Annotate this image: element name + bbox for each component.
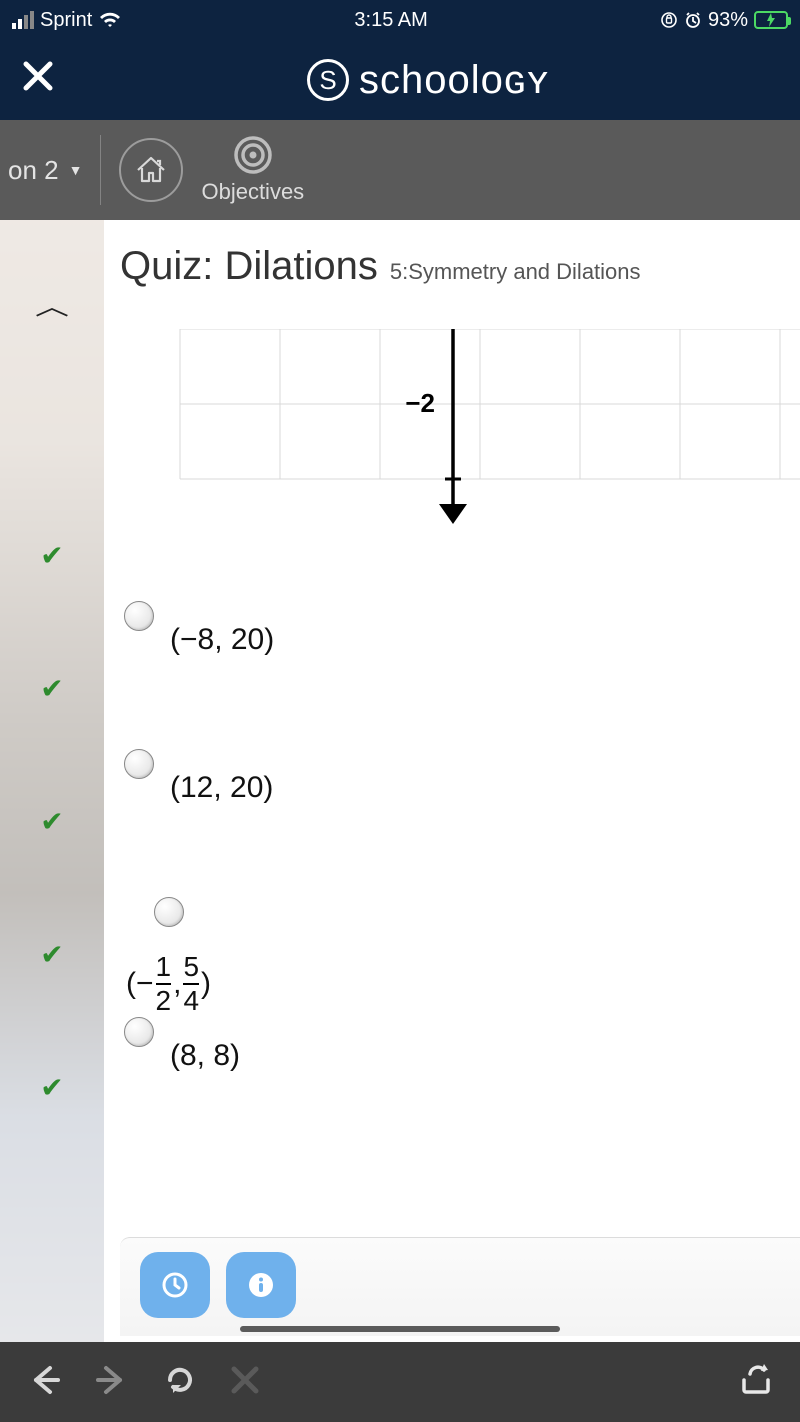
answer-option[interactable]: (12, 20) — [124, 747, 800, 805]
quiz-subtitle: 5:Symmetry and Dilations — [390, 259, 641, 285]
coordinate-graph: −2 — [160, 329, 800, 559]
answer-options: (−8, 20) (12, 20) (− 1 2 , — [124, 599, 800, 1073]
fraction-sep: , — [173, 969, 181, 999]
quiz-action-bar — [120, 1237, 800, 1336]
svg-text:−2: −2 — [405, 388, 435, 418]
stop-button — [228, 1363, 262, 1402]
answer-option[interactable]: (8, 8) — [124, 1015, 800, 1073]
check-icon: ✔ — [40, 539, 63, 572]
home-indicator — [240, 1326, 560, 1332]
check-icon: ✔ — [40, 805, 63, 838]
info-icon — [246, 1270, 276, 1300]
orientation-lock-icon — [660, 11, 678, 29]
share-button[interactable] — [736, 1360, 776, 1405]
app-logo-icon: S — [307, 59, 349, 101]
section-label: on 2 — [8, 155, 59, 186]
answer-option[interactable]: (−8, 20) — [124, 599, 800, 657]
chevron-down-icon: ▼ — [69, 162, 83, 178]
battery-percent: 93% — [708, 9, 748, 32]
target-icon — [233, 135, 273, 175]
battery-icon — [754, 11, 788, 29]
fraction-suffix: ) — [201, 969, 211, 999]
quiz-title-row: Quiz: Dilations 5:Symmetry and Dilations — [120, 244, 800, 289]
radio-input[interactable] — [124, 601, 154, 631]
app-header: S schooloɢʏ — [0, 40, 800, 120]
fraction-prefix: (− — [126, 969, 154, 999]
check-icon: ✔ — [40, 938, 63, 971]
browser-nav-bar — [0, 1342, 800, 1422]
forward-button[interactable] — [92, 1360, 132, 1405]
quiz-title: Quiz: Dilations — [120, 244, 378, 289]
section-dropdown[interactable]: on 2 ▼ — [8, 155, 82, 186]
timer-button[interactable] — [140, 1252, 210, 1318]
fraction: 1 2 — [156, 953, 172, 1015]
objectives-button[interactable]: Objectives — [201, 135, 304, 205]
reload-button[interactable] — [160, 1360, 200, 1405]
info-button[interactable] — [226, 1252, 296, 1318]
alarm-icon — [684, 11, 702, 29]
home-icon — [134, 153, 168, 187]
share-icon — [736, 1360, 776, 1400]
answer-text: (− 1 2 , 5 4 ) — [126, 953, 211, 1015]
fraction: 5 4 — [183, 953, 199, 1015]
app-name-label: schooloɢʏ — [359, 58, 549, 103]
check-icon: ✔ — [40, 1071, 63, 1104]
radio-input[interactable] — [154, 897, 184, 927]
question-sidebar[interactable]: ︿ ✔ ✔ ✔ ✔ ✔ — [0, 220, 104, 1342]
chevron-up-icon[interactable]: ︿ — [35, 287, 69, 321]
status-time: 3:15 AM — [122, 9, 660, 32]
wifi-icon — [98, 11, 122, 29]
objectives-label: Objectives — [201, 179, 304, 205]
answer-text: (8, 8) — [170, 1039, 240, 1073]
status-right: 93% — [660, 9, 788, 32]
course-toolbar: on 2 ▼ Objectives — [0, 120, 800, 220]
arrow-left-icon — [24, 1360, 64, 1400]
close-button[interactable] — [20, 55, 56, 105]
answer-text: (−8, 20) — [170, 623, 274, 657]
close-icon — [228, 1363, 262, 1397]
quiz-content: Quiz: Dilations 5:Symmetry and Dilations… — [104, 220, 800, 1342]
back-button[interactable] — [24, 1360, 64, 1405]
graph-area: −2 — [160, 329, 800, 559]
carrier-label: Sprint — [40, 9, 92, 32]
main-area: ︿ ✔ ✔ ✔ ✔ ✔ Quiz: Dilations 5:Symmetry a… — [0, 220, 800, 1342]
radio-input[interactable] — [124, 749, 154, 779]
reload-icon — [160, 1360, 200, 1400]
signal-icon — [12, 11, 34, 29]
check-icon: ✔ — [40, 672, 63, 705]
radio-input[interactable] — [124, 1017, 154, 1047]
clock-icon — [160, 1270, 190, 1300]
status-left: Sprint — [12, 9, 122, 32]
ios-status-bar: Sprint 3:15 AM 93% — [0, 0, 800, 40]
answer-option[interactable]: (− 1 2 , 5 4 ) — [126, 895, 211, 1015]
answer-text: (12, 20) — [170, 771, 273, 805]
home-button[interactable] — [119, 138, 183, 202]
toolbar-divider — [100, 135, 101, 205]
arrow-right-icon — [92, 1360, 132, 1400]
app-title: S schooloɢʏ — [76, 58, 780, 103]
